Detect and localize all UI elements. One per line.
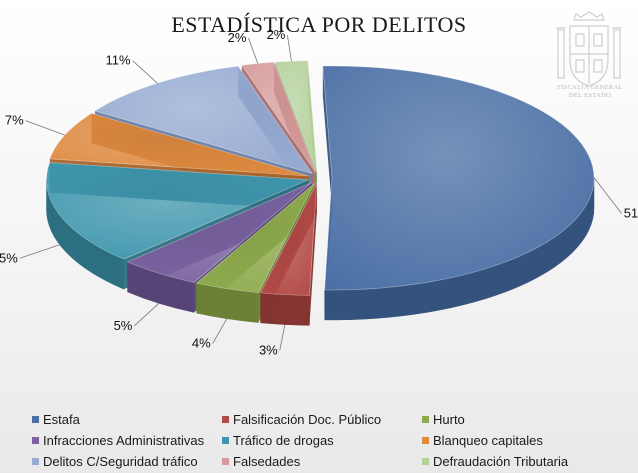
data-labels: 51% 3% 4% 5% 15% 7% 11% 2% 2%: [0, 27, 638, 357]
leader-line: [593, 177, 623, 214]
legend-swatch: [222, 436, 229, 444]
pie-slice-tops: [46, 60, 595, 296]
legend-swatch: [32, 436, 39, 444]
legend-label: Tráfico de drogas: [233, 432, 334, 448]
pie-slice-blanqueo-capitales[interactable]: [49, 112, 309, 177]
legend-item: Defraudación Tributaria: [422, 452, 622, 470]
pie-slice-tr-fico-de-drogas[interactable]: [46, 162, 309, 260]
pie-slice-falsedades[interactable]: [241, 61, 317, 173]
seal-caption: FISCALÍA GENERAL DEL ESTADO: [548, 84, 632, 100]
leader-line: [132, 60, 158, 84]
leader-line: [25, 120, 65, 136]
legend-item: Estafa: [32, 410, 222, 428]
legend-item: Hurto: [422, 410, 622, 428]
pie-slice-wall-0: [322, 66, 332, 208]
pie-slice-wall-1: [309, 183, 317, 326]
legend-swatch: [32, 457, 39, 465]
legend-label: Infracciones Administrativas: [43, 432, 205, 448]
data-label: 15%: [0, 250, 18, 265]
legend-item: Infracciones Administrativas: [32, 431, 222, 449]
legend-item: Falsificación Doc. Público: [222, 410, 422, 428]
chart-title: ESTADÍSTICA POR DELITOS: [171, 12, 467, 37]
data-label: 2%: [228, 30, 247, 45]
legend-swatch: [422, 457, 429, 465]
pie-slice-infracciones-administrativas[interactable]: [126, 182, 313, 283]
coat-of-arms-seal-icon: [556, 11, 622, 87]
legend-swatch: [422, 415, 429, 423]
legend-label: Estafa: [43, 411, 80, 427]
legend-label: Falsificación Doc. Público: [233, 411, 382, 427]
leader-line: [19, 244, 60, 259]
legend-item: Tráfico de drogas: [222, 431, 422, 449]
legend-label: Falsedades: [233, 453, 301, 469]
legend-swatch: [32, 415, 39, 423]
leader-line: [212, 318, 228, 344]
pie-slice-hurto[interactable]: [195, 182, 316, 293]
data-label: 51%: [624, 206, 638, 221]
data-label: 2%: [267, 27, 286, 42]
data-label: 7%: [5, 113, 24, 128]
seal-caption-line1: FISCALÍA GENERAL: [557, 84, 623, 91]
leader-line: [248, 37, 259, 64]
leader-line: [286, 35, 292, 62]
pie-slice-falsificaci-n-doc-p-blico[interactable]: [259, 183, 318, 296]
legend-swatch: [422, 436, 429, 444]
seal-caption-line2: DEL ESTADO: [568, 92, 612, 99]
data-label: 3%: [259, 342, 278, 357]
leader-line: [134, 303, 160, 327]
legend-item: Falsedades: [222, 452, 422, 470]
pie-slice-estafa[interactable]: [322, 65, 595, 291]
legend-label: Delitos C/Seguridad tráfico: [43, 453, 198, 469]
data-label: 4%: [192, 336, 211, 351]
leader-line: [279, 324, 286, 351]
legend-item: Blanqueo capitales: [422, 431, 622, 449]
legend-swatch: [222, 457, 229, 465]
legend-swatch: [222, 415, 229, 423]
data-label: 11%: [106, 53, 131, 68]
legend-label: Blanqueo capitales: [433, 432, 543, 448]
legend-label: Defraudación Tributaria: [433, 453, 569, 469]
legend-item: Delitos C/Seguridad tráfico: [32, 452, 222, 470]
chart-legend: Estafa Falsificación Doc. Público Hurto Inf…: [32, 410, 632, 470]
data-label: 5%: [114, 318, 133, 333]
legend-label: Hurto: [433, 411, 465, 427]
